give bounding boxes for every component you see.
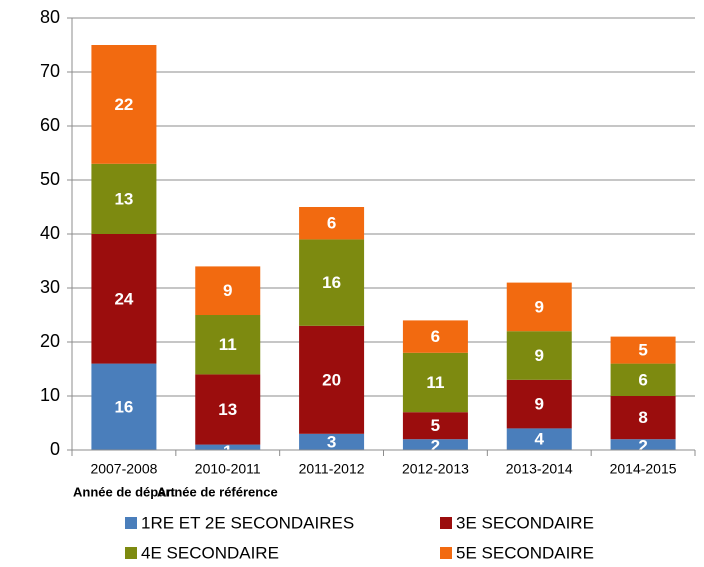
bar-segment [91,234,157,364]
value-label: 6 [327,214,336,233]
value-label: 3 [327,432,336,451]
y-tick-label: 30 [40,277,60,297]
value-label: 9 [535,297,544,316]
legend-swatch [440,517,452,529]
value-label: 13 [114,189,133,208]
bar-segment [402,352,468,413]
value-label: 2 [638,437,647,456]
bar-segment [506,379,572,429]
bar-segment [402,439,468,450]
value-label: 20 [322,370,341,389]
y-tick-label: 80 [40,7,60,27]
bar-segment [610,439,676,450]
x-tick-label: 2007-2008 [90,461,157,477]
value-label: 6 [638,370,647,389]
legend-label: 5E SECONDAIRE [456,543,594,562]
bar-segment [299,239,365,326]
value-label: 6 [431,327,440,346]
bar-segment [299,207,365,240]
legend-label: 4E SECONDAIRE [141,543,279,562]
value-label: 9 [535,346,544,365]
value-label: 13 [218,400,237,419]
bar-segment [506,428,572,450]
value-label: 5 [431,416,440,435]
legend-swatch [125,547,137,559]
value-label: 16 [322,273,341,292]
value-label: 11 [426,373,444,392]
y-tick-label: 0 [50,439,60,459]
x-tick-label: 2012-2013 [402,461,469,477]
bar-segment [195,374,261,445]
y-tick-label: 40 [40,223,60,243]
legend-label: 1RE ET 2E SECONDAIRES [141,513,354,532]
bar-segment [506,282,572,332]
value-label: 16 [114,397,133,416]
value-label: 5 [638,341,647,360]
bar-segment [402,320,468,353]
value-label: 2 [431,437,440,456]
bar-segment [91,363,157,450]
bar-segment [299,433,365,450]
legend-swatch [125,517,137,529]
x-tick-label: 2011-2012 [299,461,365,477]
value-label: 24 [114,289,133,308]
value-label: 22 [114,95,133,114]
value-label: 9 [535,395,544,414]
value-label: 1 [223,442,232,461]
bar-segment [610,396,676,440]
bar-segment [195,315,261,375]
value-label: 9 [223,281,232,300]
bar-segment [91,163,157,234]
bar-segment [402,412,468,440]
bar-segment [195,266,261,315]
bar-segment [91,45,157,164]
legend-label: 3E SECONDAIRE [456,513,594,532]
x-tick-label: 2013-2014 [506,461,573,477]
x-tick-label: 2014-2015 [610,461,677,477]
value-label: 11 [219,335,237,354]
bar-segment [506,331,572,380]
bar-segment [610,336,676,364]
y-tick-label: 70 [40,61,60,81]
y-tick-label: 60 [40,115,60,135]
annotation: Année de référence [157,484,278,499]
value-label: 4 [535,430,545,449]
value-label: 8 [638,408,647,427]
y-tick-label: 20 [40,331,60,351]
y-tick-label: 10 [40,385,60,405]
annotation: Année de départ [73,484,176,499]
bar-segment [610,363,676,396]
y-tick-label: 50 [40,169,60,189]
x-tick-label: 2010-2011 [195,461,261,477]
bar-segment [299,325,365,434]
bar-segment [195,444,261,450]
legend-swatch [440,547,452,559]
